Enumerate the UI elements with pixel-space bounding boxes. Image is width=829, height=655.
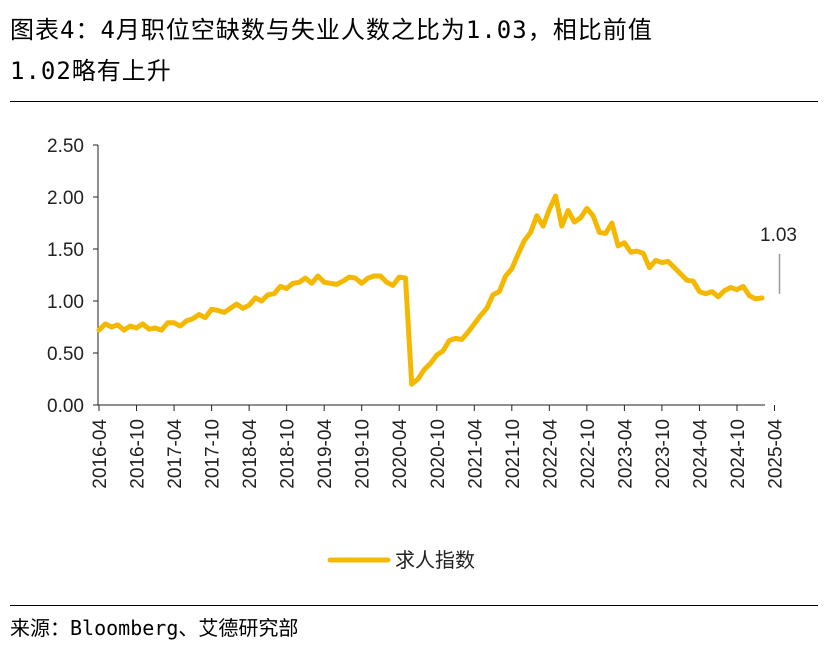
x-tick-label: 2016-10 <box>128 419 149 489</box>
x-tick-label: 2019-10 <box>353 419 374 489</box>
x-tick-label: 2017-10 <box>203 419 224 489</box>
annotation-label: 1.03 <box>760 225 797 246</box>
y-tick-label: 2.50 <box>47 136 84 157</box>
x-tick-label: 2024-04 <box>690 419 711 489</box>
y-tick-label: 2.00 <box>47 188 84 209</box>
x-tick-label: 2025-04 <box>766 419 787 489</box>
legend: 求人指数 <box>327 548 475 572</box>
x-tick-label: 2023-04 <box>615 419 636 489</box>
x-axis: 2016-04 2016-10 2017-04 2017-10 2018-04 2018-… <box>90 404 787 489</box>
y-axis: 0.00 0.50 1.00 1.50 2.00 2.50 <box>47 136 99 417</box>
legend-label: 求人指数 <box>395 548 475 572</box>
footer-divider <box>10 605 818 606</box>
y-tick-label: 1.50 <box>47 240 84 261</box>
y-tick-label: 0.50 <box>47 344 84 365</box>
y-tick-label: 0.00 <box>47 396 84 417</box>
x-tick-label: 2023-10 <box>653 419 674 489</box>
x-tick-label: 2021-10 <box>503 419 524 489</box>
series-line-qiuren-index <box>96 193 765 387</box>
x-tick-label: 2020-04 <box>390 419 411 489</box>
x-tick-label: 2017-04 <box>165 419 186 489</box>
title-line-1: 图表4：4月职位空缺数与失业人数之比为1.03，相比前值 <box>10 16 653 44</box>
source-note: 来源：Bloomberg、艾德研究部 <box>10 616 299 640</box>
y-tick-label: 1.00 <box>47 292 84 313</box>
x-tick-label: 2022-10 <box>578 419 599 489</box>
x-tick-label: 2021-04 <box>465 419 486 489</box>
x-tick-label: 2016-04 <box>90 419 111 489</box>
x-tick-label: 2018-04 <box>240 419 261 489</box>
title-line-2: 1.02略有上升 <box>10 57 172 85</box>
line-chart: 0.000.501.001.502.002.50 2016-04 2016-10 2… <box>47 136 797 572</box>
x-tick-label: 2019-04 <box>315 419 336 489</box>
plot-area <box>96 193 765 387</box>
x-tick-label: 2022-04 <box>540 419 561 489</box>
chart-title: 图表4：4月职位空缺数与失业人数之比为1.03，相比前值 1.02略有上升 <box>10 10 818 92</box>
x-tick-label: 2024-10 <box>728 419 749 489</box>
x-tick-label: 2018-10 <box>278 419 299 489</box>
x-tick-label: 2020-10 <box>428 419 449 489</box>
title-divider <box>10 101 818 102</box>
annotation-layer: 1.03 <box>760 225 797 294</box>
